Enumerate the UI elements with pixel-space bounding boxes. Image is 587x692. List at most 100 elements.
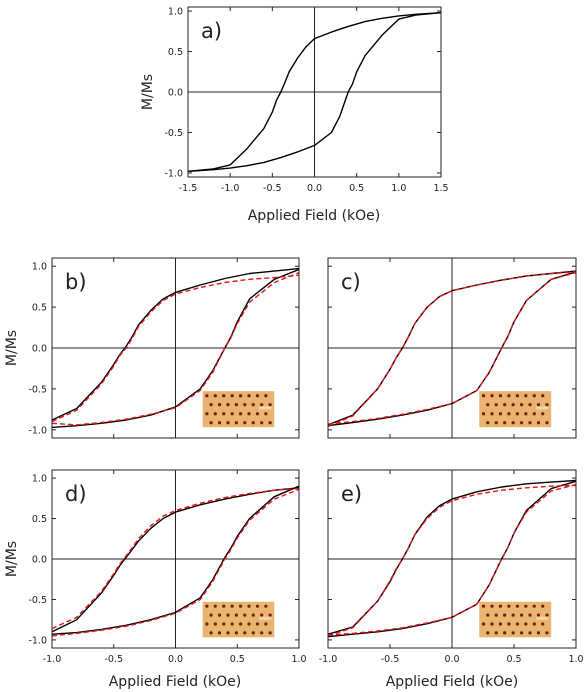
inset-pore bbox=[209, 613, 213, 617]
measured-loop-branch bbox=[188, 12, 441, 172]
inset-pore bbox=[511, 613, 515, 617]
simulated-loop-branch bbox=[52, 274, 299, 423]
y-axis-label: M/Ms bbox=[4, 541, 20, 577]
inset-pore bbox=[209, 421, 213, 425]
inset-pore bbox=[528, 631, 532, 635]
inset-pore bbox=[209, 631, 213, 635]
inset-pore bbox=[251, 613, 255, 617]
inset-pore bbox=[545, 613, 549, 617]
inset-pore bbox=[205, 412, 209, 416]
inset-pore bbox=[498, 604, 503, 608]
simulated-loop-branch bbox=[328, 272, 576, 425]
inset-scale-bar bbox=[536, 406, 549, 410]
inset-pore bbox=[213, 394, 217, 398]
inset-pore bbox=[481, 622, 486, 626]
inset-pore bbox=[268, 613, 272, 617]
x-tick-label: 0.5 bbox=[506, 654, 521, 665]
inset-pore bbox=[536, 421, 541, 425]
inset-scale-bar bbox=[536, 616, 549, 620]
inset-pore bbox=[243, 403, 247, 407]
inset-pore bbox=[481, 412, 486, 416]
y-tick-label: 1.0 bbox=[32, 262, 47, 273]
inset-pore bbox=[234, 613, 238, 617]
inset-pore bbox=[524, 604, 528, 608]
inset-pore bbox=[519, 403, 524, 407]
inset-pore bbox=[238, 412, 243, 416]
inset-pore bbox=[536, 613, 541, 617]
inset-pore bbox=[247, 394, 251, 398]
inset-pore bbox=[217, 613, 222, 617]
inset-pore bbox=[503, 613, 507, 617]
panel-e: -1.0 -0.5 0.0 0.5 1.0 e) Applied Field (kOe) bbox=[319, 469, 584, 690]
inset-pore bbox=[243, 421, 247, 425]
x-axis-label: Applied Field (kOe) bbox=[248, 208, 381, 224]
inset-pore bbox=[532, 604, 536, 608]
panel-label: b) bbox=[65, 270, 87, 294]
inset-pore bbox=[247, 622, 251, 626]
y-tick-label: 1.0 bbox=[168, 7, 183, 18]
inset-pore bbox=[524, 412, 528, 416]
inset-pore bbox=[243, 631, 247, 635]
inset-pore bbox=[486, 631, 490, 635]
sem-inset-image bbox=[479, 601, 552, 638]
inset-pore bbox=[217, 421, 222, 425]
inset-pore bbox=[519, 421, 524, 425]
inset-pore bbox=[507, 622, 511, 626]
inset-pore bbox=[264, 412, 268, 416]
inset-pore bbox=[498, 412, 503, 416]
inset-pore bbox=[238, 604, 243, 608]
y-tick-label: 0.5 bbox=[168, 47, 183, 58]
y-tick-label: 0.0 bbox=[168, 88, 183, 99]
inset-pore bbox=[515, 622, 519, 626]
inset-pore bbox=[247, 604, 251, 608]
inset-pore bbox=[532, 622, 536, 626]
inset-pore bbox=[264, 394, 268, 398]
inset-pore bbox=[481, 604, 486, 608]
simulated-loop-branch bbox=[52, 487, 299, 630]
inset-pore bbox=[217, 631, 222, 635]
inset-pore bbox=[494, 403, 498, 407]
inset-pore bbox=[515, 394, 519, 398]
inset-pore bbox=[268, 631, 272, 635]
inset-pore bbox=[226, 421, 230, 425]
inset-pore bbox=[222, 604, 226, 608]
inset-pore bbox=[541, 394, 545, 398]
y-tick-label: -1.0 bbox=[164, 168, 183, 179]
simulated-loop-branch bbox=[328, 271, 576, 428]
inset-pore bbox=[255, 394, 260, 398]
inset-pore bbox=[524, 622, 528, 626]
inset-pore bbox=[251, 421, 255, 425]
inset-pore bbox=[515, 412, 519, 416]
inset-pore bbox=[230, 394, 234, 398]
inset-pore bbox=[494, 613, 498, 617]
inset-pore bbox=[205, 394, 209, 398]
inset-pore bbox=[243, 613, 247, 617]
x-tick-label: 1.0 bbox=[391, 183, 406, 194]
measured-loop-branch bbox=[52, 487, 299, 633]
y-tick-label: 0.5 bbox=[32, 514, 47, 525]
x-tick-label: -1.5 bbox=[179, 183, 198, 194]
inset-pore bbox=[494, 631, 498, 635]
inset-pore bbox=[222, 622, 226, 626]
y-tick-label: -0.5 bbox=[28, 595, 47, 606]
inset-pore bbox=[238, 394, 243, 398]
inset-pore bbox=[260, 403, 264, 407]
sem-inset-image bbox=[202, 391, 275, 428]
inset-pore bbox=[486, 613, 490, 617]
inset-pore bbox=[515, 604, 519, 608]
inset-pore bbox=[498, 622, 503, 626]
panel-a: -1.0 -0.5 0.0 0.5 1.0 -1.5 -1.0 -0.5 0.0 0.5 1.0 1.… bbox=[140, 6, 449, 224]
inset-pore bbox=[251, 631, 255, 635]
inset-pore bbox=[507, 604, 511, 608]
inset-pore bbox=[503, 403, 507, 407]
inset-pore bbox=[486, 421, 490, 425]
inset-pore bbox=[205, 604, 209, 608]
inset-pore bbox=[205, 622, 209, 626]
inset-pore bbox=[222, 394, 226, 398]
inset-pore bbox=[498, 394, 503, 398]
inset-pore bbox=[528, 613, 532, 617]
inset-pore bbox=[511, 631, 515, 635]
y-tick-label: 0.0 bbox=[32, 555, 47, 566]
inset-pore bbox=[486, 403, 490, 407]
